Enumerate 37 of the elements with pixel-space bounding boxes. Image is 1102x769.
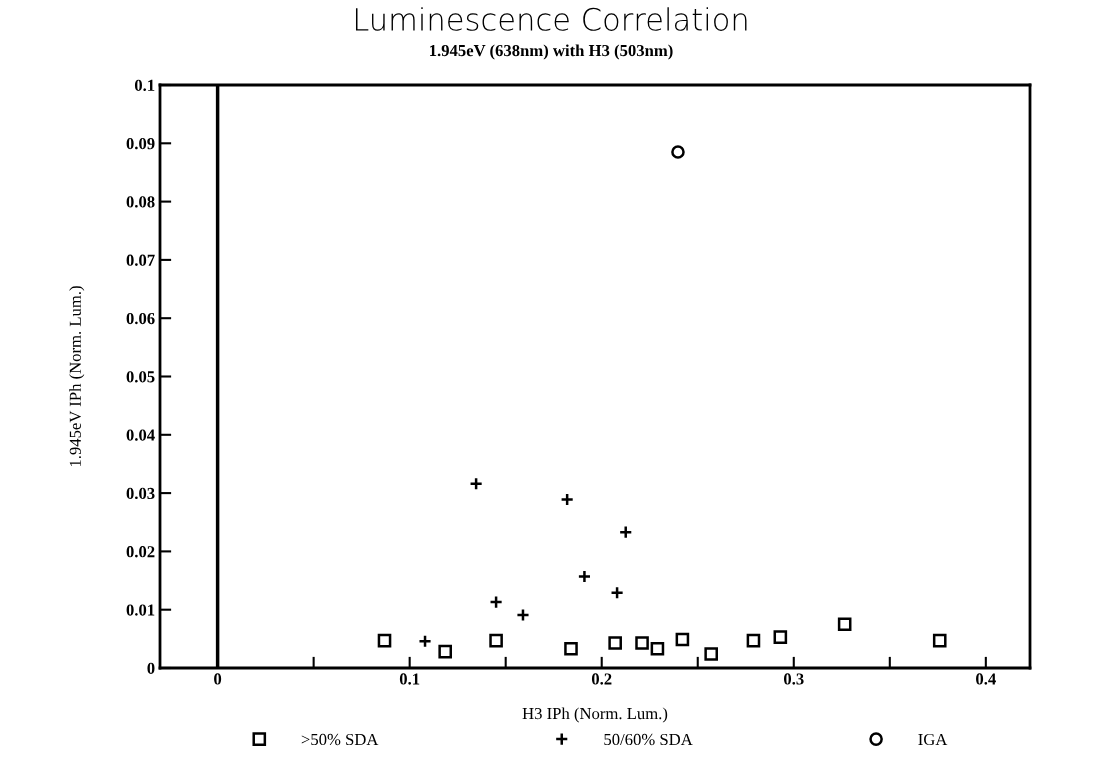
x-tick-label: 0.4 <box>976 673 996 685</box>
y-tick-label: 0.04 <box>126 429 155 441</box>
y-tick-label: 0.09 <box>126 138 155 150</box>
x-axis-title: H3 IPh (Norm. Lum.) <box>522 707 668 723</box>
point <box>704 647 718 661</box>
point <box>635 636 649 650</box>
point <box>675 632 690 647</box>
point <box>932 633 947 648</box>
y-tick-label: 0.1 <box>134 79 155 92</box>
point <box>650 641 665 656</box>
x-tick-label: 0.2 <box>591 673 612 685</box>
point <box>608 636 622 650</box>
y-tick-label: 0.07 <box>126 254 155 266</box>
point <box>746 633 761 648</box>
point <box>489 633 503 648</box>
y-tick-label: 0.01 <box>126 604 155 616</box>
y-tick-label: 0.02 <box>126 546 155 558</box>
point <box>773 630 788 644</box>
chart-subtitle: 1.945eV (638nm) with H3 (503nm) <box>430 44 673 60</box>
legend-label: IGA <box>918 733 948 746</box>
x-tick-label: 0 <box>214 673 222 685</box>
y-tick-label: 0.06 <box>126 312 155 325</box>
point <box>837 617 852 632</box>
y-axis-title: 1.945eV IPh (Norm. Lum.) <box>69 286 85 467</box>
legend-label: >50% SDA <box>301 733 379 746</box>
y-tick-label: 0.05 <box>126 371 155 383</box>
y-tick-label: 0.03 <box>126 487 155 500</box>
chart-title: Luminescence Correlation <box>355 7 747 31</box>
point <box>377 633 392 648</box>
legend-label: 50/60% SDA <box>604 733 693 746</box>
point <box>671 145 685 159</box>
point <box>564 641 578 656</box>
point <box>438 644 452 659</box>
y-tick-label: 0 <box>147 662 155 674</box>
x-tick-label: 0.3 <box>783 673 804 685</box>
y-tick-label: 0.08 <box>126 196 155 208</box>
x-tick-label: 0.1 <box>399 673 420 685</box>
